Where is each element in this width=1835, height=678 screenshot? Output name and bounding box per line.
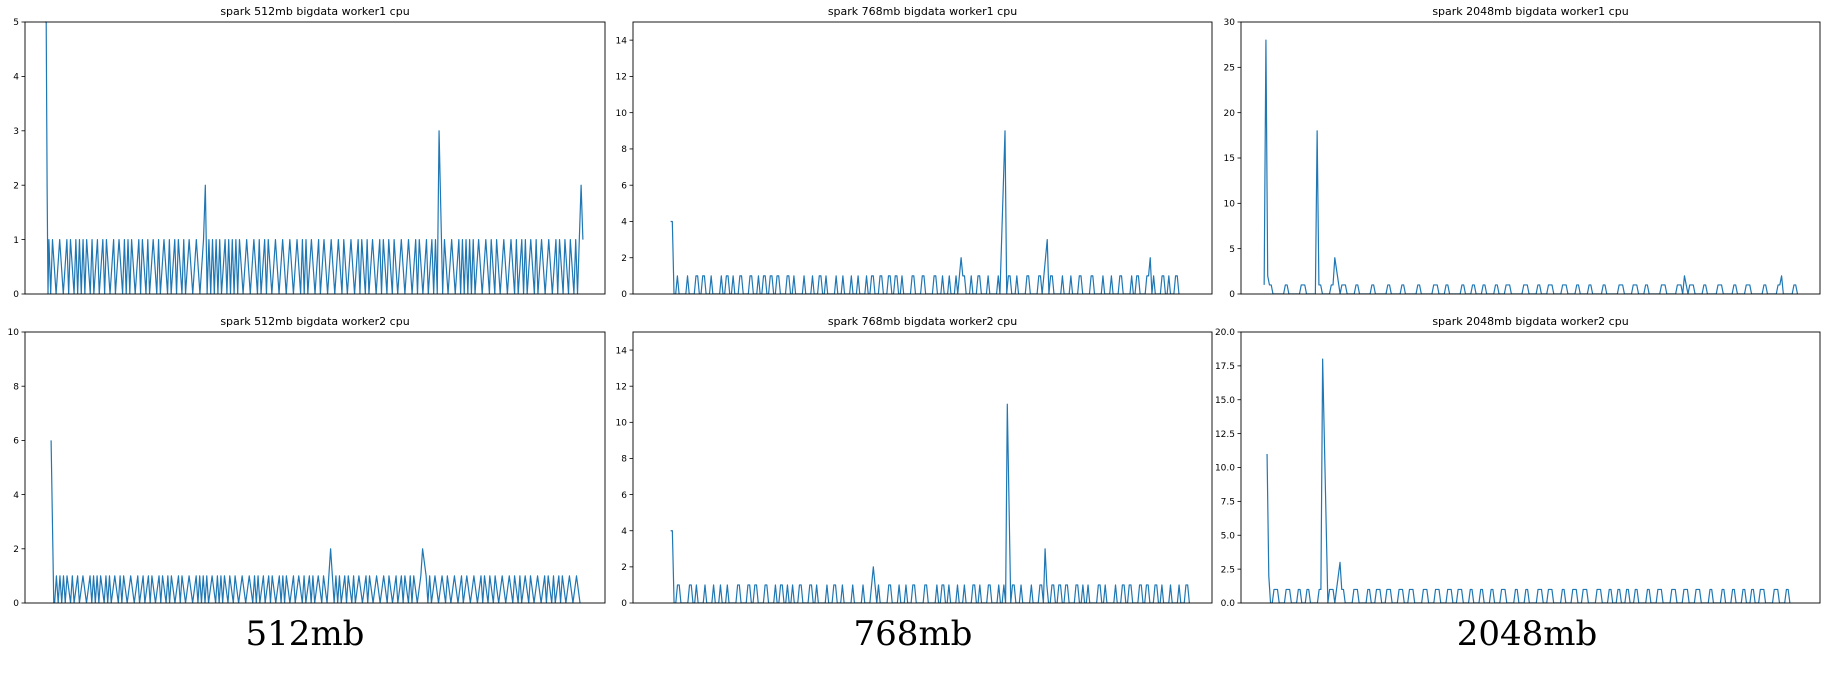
y-tick-label: 12	[616, 73, 627, 83]
y-tick-label: 14	[616, 346, 628, 356]
chart-title: spark 2048mb bigdata worker2 cpu	[1432, 315, 1628, 328]
caption-2048mb: 2048mb	[1456, 614, 1598, 654]
y-tick-label: 4	[13, 491, 19, 501]
chart-panel-6: spark 2048mb bigdata worker2 cpu 0.0 2.5 5.…	[1215, 315, 1821, 609]
y-tick-label: 8	[621, 455, 627, 465]
y-tick-label: 8	[13, 382, 19, 392]
y-tick-label: 2	[13, 181, 19, 191]
y-tick-label: 12.5	[1215, 430, 1235, 440]
chart-figure: spark 512mb bigdata worker1 cpu012345spa…	[8, 5, 1821, 609]
chart-title: spark 2048mb bigdata worker1 cpu	[1432, 5, 1628, 18]
chart-title: spark 768mb bigdata worker1 cpu	[828, 5, 1017, 18]
chart-title: spark 768mb bigdata worker2 cpu	[828, 315, 1017, 328]
y-tick-label: 2	[621, 254, 627, 264]
y-tick-label: 3	[13, 127, 19, 137]
axes-frame	[632, 21, 1213, 295]
series-line	[1266, 358, 1791, 603]
y-tick-label: 2	[13, 545, 19, 555]
axes-frame	[24, 331, 606, 604]
y-tick-label: 1	[13, 236, 19, 246]
axes-frame	[24, 21, 606, 295]
y-tick-label: 10.0	[1215, 464, 1235, 474]
y-tick-label: 10	[616, 419, 628, 429]
y-tick-label: 7.5	[1221, 498, 1235, 508]
axes-frame	[632, 331, 1213, 604]
y-tick-label: 0.0	[1221, 599, 1236, 609]
y-tick-label: 6	[13, 437, 19, 447]
y-tick-label: 4	[13, 73, 19, 83]
y-tick-label: 0	[13, 599, 19, 609]
caption-512mb: 512mb	[245, 614, 365, 654]
axes-frame	[1240, 21, 1821, 295]
y-tick-label: 20.0	[1215, 328, 1235, 338]
chart-panel-3: spark 2048mb bigdata worker1 cpu 0 5 10 15 20…	[1224, 5, 1821, 300]
y-tick-label: 10	[1224, 200, 1236, 210]
y-tick-label: 15	[1224, 154, 1235, 164]
y-tick-label: 30	[1224, 18, 1236, 28]
y-tick-label: 5.0	[1221, 531, 1236, 541]
y-tick-label: 4	[621, 527, 627, 537]
chart-panel-1: spark 512mb bigdata worker1 cpu 0 1 2 3 4 5	[13, 5, 606, 300]
y-tick-label: 6	[621, 491, 627, 501]
y-tick-label: 10	[616, 109, 628, 119]
y-tick-label: 0	[621, 290, 627, 300]
series-line	[670, 130, 1180, 294]
y-tick-label: 2.5	[1221, 565, 1235, 575]
y-tick-label: 10	[8, 328, 20, 338]
chart-panel-4: spark 512mb bigdata worker2 cpu 0 2 4 6 8 10	[8, 315, 606, 609]
y-tick-label: 4	[621, 218, 627, 228]
y-tick-label: 20	[1224, 109, 1236, 119]
y-tick-label: 14	[616, 36, 628, 46]
series-line	[670, 403, 1190, 603]
y-tick-label: 0	[13, 290, 19, 300]
caption-768mb: 768mb	[853, 614, 973, 654]
series-line	[50, 440, 581, 603]
chart-panel-5: spark 768mb bigdata worker2 cpu 0 2 4 6 8 10 12…	[616, 315, 1213, 609]
axes-frame	[1240, 331, 1821, 604]
y-tick-label: 2	[621, 563, 627, 573]
y-tick-label: 5	[1229, 245, 1235, 255]
y-tick-label: 5	[13, 18, 19, 28]
series-line	[1263, 39, 1799, 294]
y-tick-label: 17.5	[1215, 362, 1235, 372]
y-tick-label: 0	[1229, 290, 1235, 300]
chart-title: spark 512mb bigdata worker1 cpu	[220, 5, 409, 18]
chart-panel-2: spark 768mb bigdata worker1 cpu 0 2 4 6 8 10 12…	[616, 5, 1213, 300]
y-tick-label: 6	[621, 181, 627, 191]
y-tick-label: 0	[621, 599, 627, 609]
y-tick-label: 8	[621, 145, 627, 155]
y-tick-label: 25	[1224, 64, 1235, 74]
y-tick-label: 12	[616, 382, 627, 392]
chart-title: spark 512mb bigdata worker2 cpu	[220, 315, 409, 328]
series-line	[45, 21, 584, 294]
y-tick-label: 15.0	[1215, 396, 1235, 406]
